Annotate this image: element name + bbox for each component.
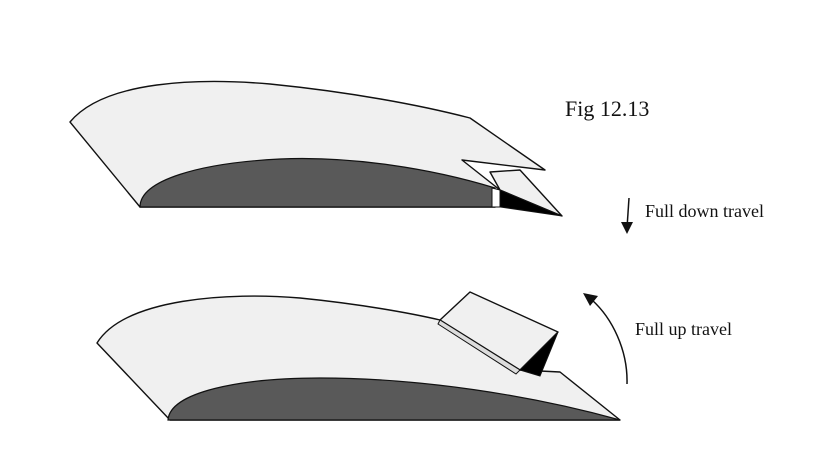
flap-down-shadow [499, 189, 563, 217]
down-arrow-icon [621, 197, 633, 234]
wing-down-travel [69, 80, 563, 217]
up-travel-label: Full up travel [635, 319, 732, 339]
up-arrow-icon [583, 293, 628, 385]
wing-up-travel [96, 291, 621, 421]
figure-caption: Fig 12.13 [565, 96, 650, 121]
wing-top-underside [139, 157, 496, 208]
down-travel-label: Full down travel [645, 201, 764, 221]
wing-bottom-underside [167, 377, 621, 421]
wing-top-hinge-face [491, 187, 501, 208]
flap-up-side [437, 319, 521, 375]
flap-up-shadow [519, 331, 559, 377]
